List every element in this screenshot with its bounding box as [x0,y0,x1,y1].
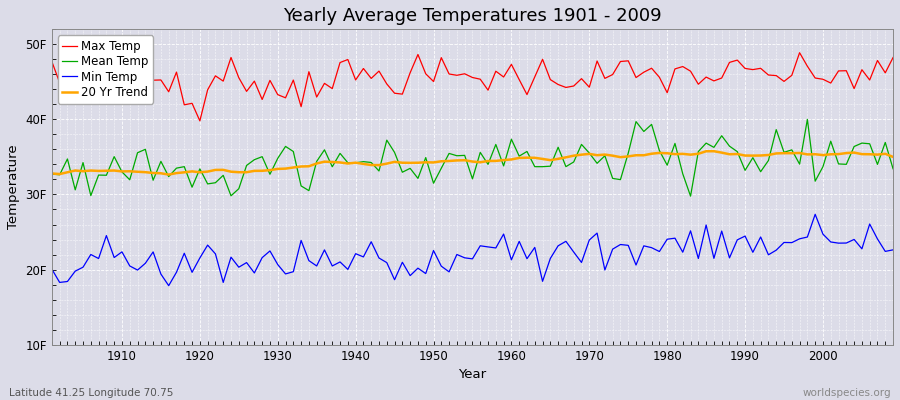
X-axis label: Year: Year [458,368,487,381]
Mean Temp [802,117,813,122]
Line: Min Temp: Min Temp [52,214,893,286]
20 Yr Trend [506,157,517,162]
Min Temp [514,239,525,244]
Max Temp [887,55,898,60]
Max Temp [194,118,205,123]
Title: Yearly Average Temperatures 1901 - 2009: Yearly Average Temperatures 1901 - 2009 [284,7,662,25]
20 Yr Trend [335,160,346,165]
Min Temp [810,212,821,217]
Min Temp [47,267,58,272]
Min Temp [608,247,618,252]
Mean Temp [280,144,291,149]
Min Temp [506,258,517,262]
Mean Temp [499,164,509,168]
Mean Temp [327,164,338,169]
Y-axis label: Temperature: Temperature [7,145,20,229]
20 Yr Trend [887,154,898,159]
Legend: Max Temp, Mean Temp, Min Temp, 20 Yr Trend: Max Temp, Mean Temp, Min Temp, 20 Yr Tre… [58,35,154,104]
Max Temp [608,72,618,77]
Line: Mean Temp: Mean Temp [52,119,893,196]
Max Temp [288,78,299,82]
20 Yr Trend [514,156,525,160]
20 Yr Trend [163,172,174,177]
Min Temp [335,260,346,264]
20 Yr Trend [109,168,120,173]
Max Temp [794,50,805,55]
20 Yr Trend [708,149,719,154]
Mean Temp [599,153,610,158]
Mean Temp [506,137,517,142]
Mean Temp [109,154,120,159]
Max Temp [47,59,58,64]
Text: Latitude 41.25 Longitude 70.75: Latitude 41.25 Longitude 70.75 [9,388,174,398]
Mean Temp [685,194,696,198]
Line: 20 Yr Trend: 20 Yr Trend [52,151,893,174]
Min Temp [109,255,120,260]
20 Yr Trend [288,165,299,170]
Min Temp [163,283,174,288]
20 Yr Trend [608,153,618,158]
Max Temp [109,66,120,70]
Text: worldspecies.org: worldspecies.org [803,388,891,398]
Min Temp [288,269,299,274]
Min Temp [887,248,898,252]
Mean Temp [887,166,898,171]
Line: Max Temp: Max Temp [52,53,893,121]
Max Temp [514,77,525,82]
Max Temp [335,60,346,65]
Mean Temp [47,172,58,176]
Max Temp [506,62,517,67]
20 Yr Trend [47,171,58,176]
